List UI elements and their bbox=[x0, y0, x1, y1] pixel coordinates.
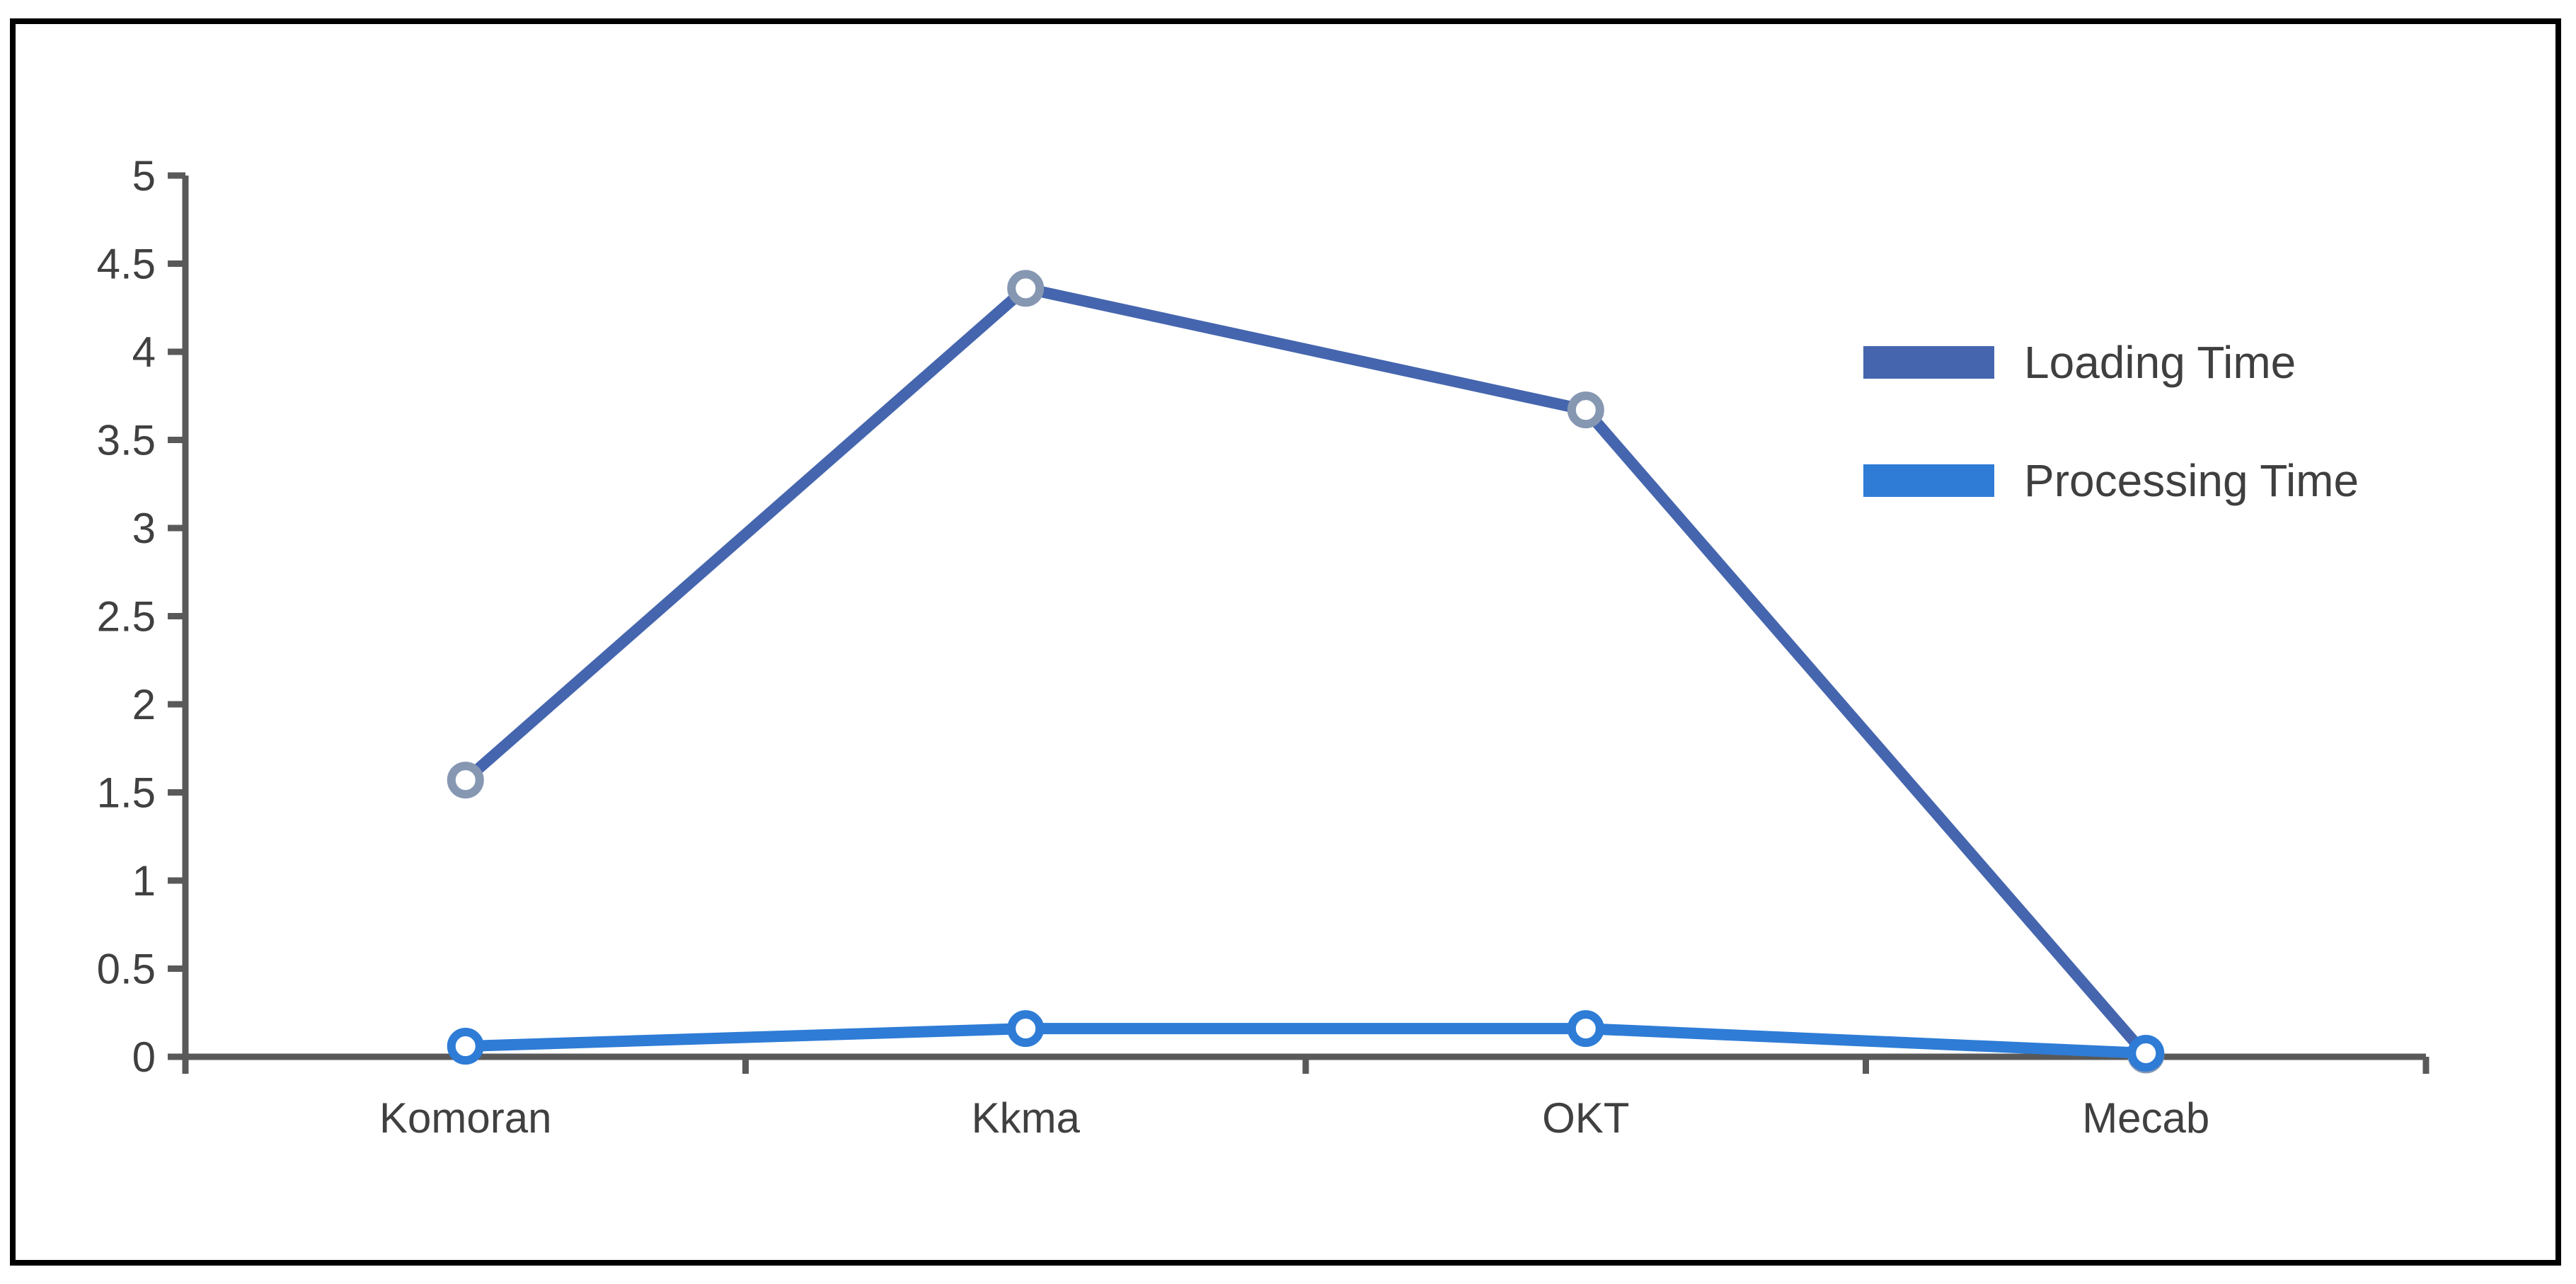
y-tick-label: 0.5 bbox=[97, 946, 156, 993]
y-tick-label: 0 bbox=[132, 1033, 156, 1081]
data-point-marker-processing-time bbox=[2127, 1035, 2165, 1072]
data-point-marker-processing-time bbox=[447, 1028, 484, 1065]
y-tick-label: 1.5 bbox=[97, 769, 156, 817]
legend-swatch-loading-time bbox=[1863, 346, 1994, 379]
legend-swatch-processing-time bbox=[1863, 464, 1994, 497]
legend-item-loading-time: Loading Time bbox=[1863, 340, 2359, 385]
data-point-marker-loading-time bbox=[447, 762, 484, 799]
legend-label-processing-time: Processing Time bbox=[2024, 455, 2359, 506]
series-line-loading-time bbox=[461, 282, 2151, 1059]
series-line-processing-time bbox=[465, 1023, 2146, 1060]
y-tick-label: 5 bbox=[132, 152, 156, 200]
category-label: Mecab bbox=[2082, 1094, 2209, 1142]
y-tick-label: 3.5 bbox=[97, 417, 156, 464]
y-tick-label: 4.5 bbox=[97, 241, 156, 288]
y-tick-label: 2 bbox=[132, 681, 156, 728]
legend-item-processing-time: Processing Time bbox=[1863, 458, 2359, 503]
category-label: OKT bbox=[1542, 1094, 1629, 1142]
legend: Loading Time Processing Time bbox=[1863, 340, 2359, 503]
data-point-marker-loading-time bbox=[1007, 270, 1045, 307]
data-point-marker-processing-time bbox=[1567, 1010, 1604, 1048]
category-label: Kkma bbox=[972, 1094, 1081, 1142]
y-tick-label: 3 bbox=[132, 505, 156, 552]
y-tick-label: 2.5 bbox=[97, 593, 156, 641]
y-tick-label: 4 bbox=[132, 328, 156, 376]
data-point-marker-loading-time bbox=[1567, 391, 1604, 429]
y-tick-label: 1 bbox=[132, 857, 156, 905]
category-label: Komoran bbox=[379, 1094, 551, 1142]
data-point-marker-processing-time bbox=[1007, 1010, 1045, 1048]
legend-label-loading-time: Loading Time bbox=[2024, 337, 2296, 388]
